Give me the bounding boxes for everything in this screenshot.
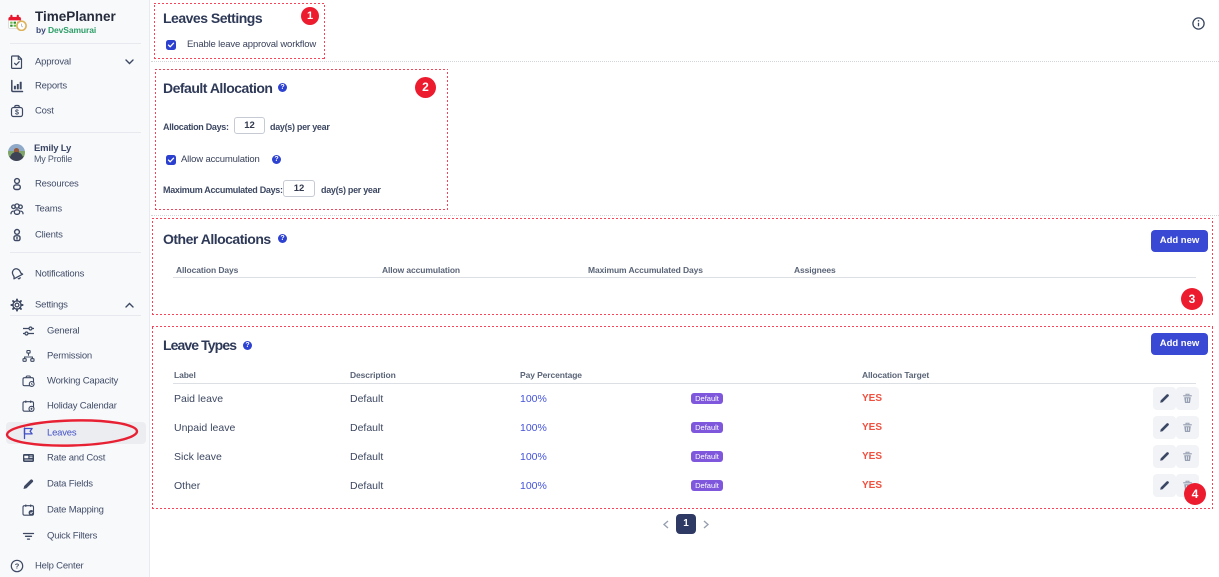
svg-text:?: ? — [15, 562, 20, 571]
svg-text:$: $ — [15, 109, 19, 116]
